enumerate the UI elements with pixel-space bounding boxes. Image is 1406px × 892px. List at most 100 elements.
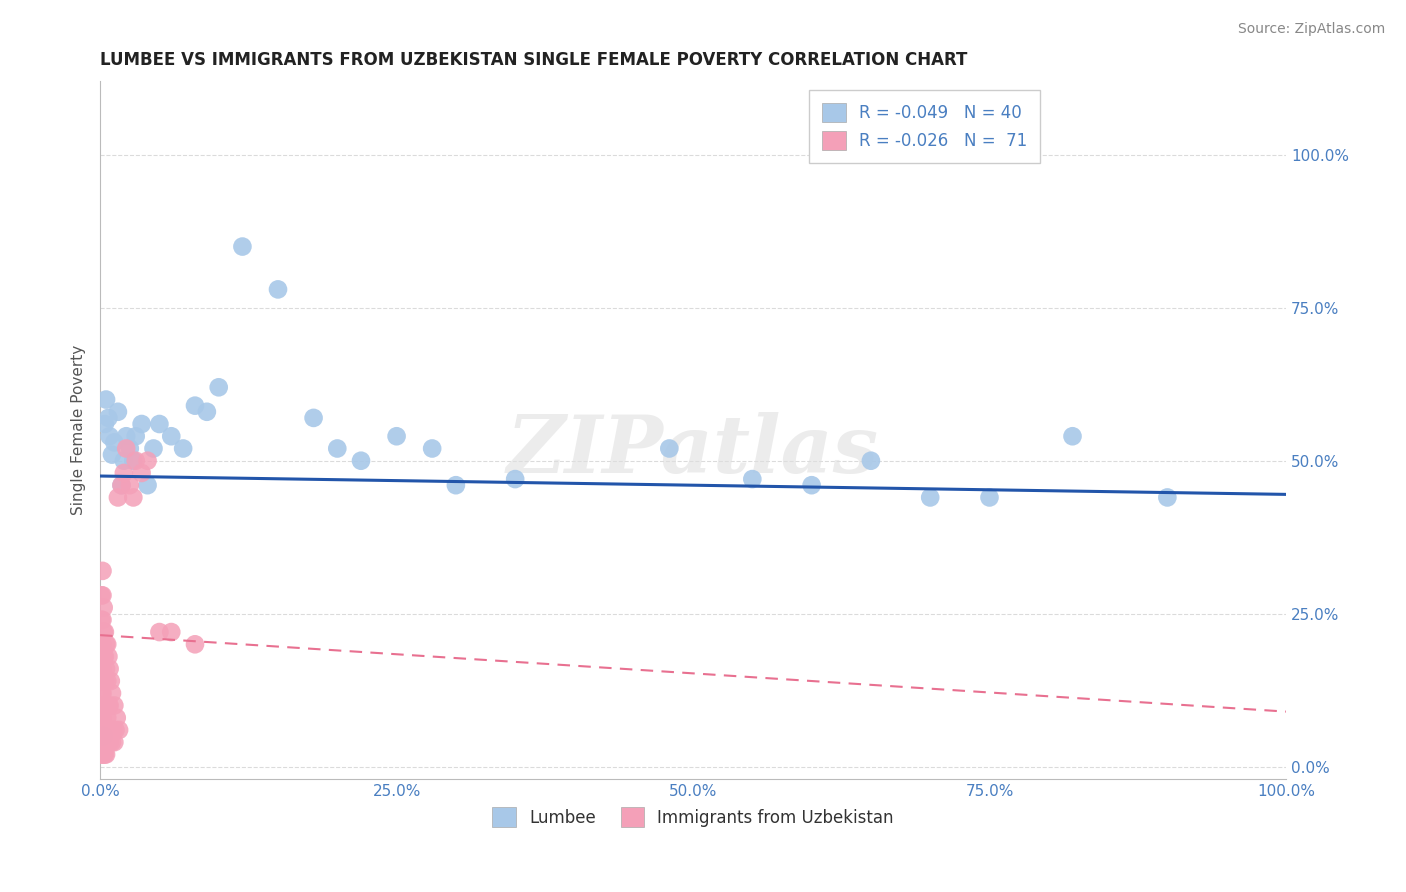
Point: [108, 723, 131, 737]
Y-axis label: Single Female Poverty: Single Female Poverty: [72, 345, 86, 516]
Point: [94, 637, 117, 651]
Point: [658, 442, 681, 456]
Point: [93, 735, 115, 749]
Point: [104, 723, 127, 737]
Point: [90, 698, 112, 713]
Point: [131, 417, 153, 431]
Point: [94, 698, 117, 713]
Point: [94, 662, 117, 676]
Point: [172, 442, 194, 456]
Point: [94, 649, 117, 664]
Point: [94, 625, 117, 640]
Point: [385, 429, 408, 443]
Point: [195, 405, 218, 419]
Point: [107, 405, 129, 419]
Point: [160, 625, 183, 640]
Point: [112, 466, 135, 480]
Point: [503, 472, 526, 486]
Point: [122, 491, 145, 505]
Point: [100, 673, 122, 688]
Point: [91, 686, 114, 700]
Point: [91, 723, 114, 737]
Point: [100, 723, 122, 737]
Point: [103, 698, 125, 713]
Text: Source: ZipAtlas.com: Source: ZipAtlas.com: [1237, 22, 1385, 37]
Point: [91, 747, 114, 762]
Point: [90, 711, 112, 725]
Point: [96, 673, 118, 688]
Point: [90, 747, 112, 762]
Point: [93, 747, 115, 762]
Point: [105, 711, 128, 725]
Point: [98, 662, 121, 676]
Point: [184, 399, 207, 413]
Point: [94, 747, 117, 762]
Point: [91, 564, 114, 578]
Point: [94, 747, 117, 762]
Point: [93, 673, 115, 688]
Point: [142, 442, 165, 456]
Point: [148, 417, 170, 431]
Point: [90, 613, 112, 627]
Point: [97, 735, 120, 749]
Point: [96, 711, 118, 725]
Point: [90, 723, 112, 737]
Point: [131, 466, 153, 480]
Point: [118, 442, 141, 456]
Point: [91, 637, 114, 651]
Point: [208, 380, 231, 394]
Point: [136, 478, 159, 492]
Point: [90, 588, 112, 602]
Point: [91, 588, 114, 602]
Point: [979, 491, 1001, 505]
Point: [112, 454, 135, 468]
Point: [98, 429, 121, 443]
Point: [1062, 429, 1084, 443]
Point: [920, 491, 942, 505]
Point: [94, 392, 117, 407]
Point: [859, 454, 882, 468]
Point: [94, 723, 117, 737]
Point: [101, 723, 124, 737]
Point: [98, 735, 121, 749]
Point: [94, 417, 117, 431]
Point: [302, 410, 325, 425]
Point: [420, 442, 443, 456]
Point: [101, 686, 124, 700]
Text: LUMBEE VS IMMIGRANTS FROM UZBEKISTAN SINGLE FEMALE POVERTY CORRELATION CHART: LUMBEE VS IMMIGRANTS FROM UZBEKISTAN SIN…: [100, 51, 967, 69]
Point: [125, 429, 148, 443]
Point: [103, 435, 125, 450]
Legend: Lumbee, Immigrants from Uzbekistan: Lumbee, Immigrants from Uzbekistan: [485, 801, 900, 833]
Point: [93, 600, 115, 615]
Point: [115, 442, 138, 456]
Point: [91, 662, 114, 676]
Point: [91, 735, 114, 749]
Point: [90, 686, 112, 700]
Point: [98, 698, 121, 713]
Point: [103, 735, 125, 749]
Point: [91, 613, 114, 627]
Point: [96, 735, 118, 749]
Point: [94, 673, 117, 688]
Point: [326, 442, 349, 456]
Point: [90, 735, 112, 749]
Point: [107, 491, 129, 505]
Point: [96, 637, 118, 651]
Point: [93, 625, 115, 640]
Point: [122, 454, 145, 468]
Point: [136, 454, 159, 468]
Point: [97, 698, 120, 713]
Point: [97, 410, 120, 425]
Point: [101, 735, 124, 749]
Point: [94, 698, 117, 713]
Point: [184, 637, 207, 651]
Point: [160, 429, 183, 443]
Point: [118, 478, 141, 492]
Point: [91, 711, 114, 725]
Point: [741, 472, 763, 486]
Point: [94, 723, 117, 737]
Point: [93, 729, 115, 743]
Point: [110, 478, 132, 492]
Point: [231, 239, 253, 253]
Point: [110, 478, 132, 492]
